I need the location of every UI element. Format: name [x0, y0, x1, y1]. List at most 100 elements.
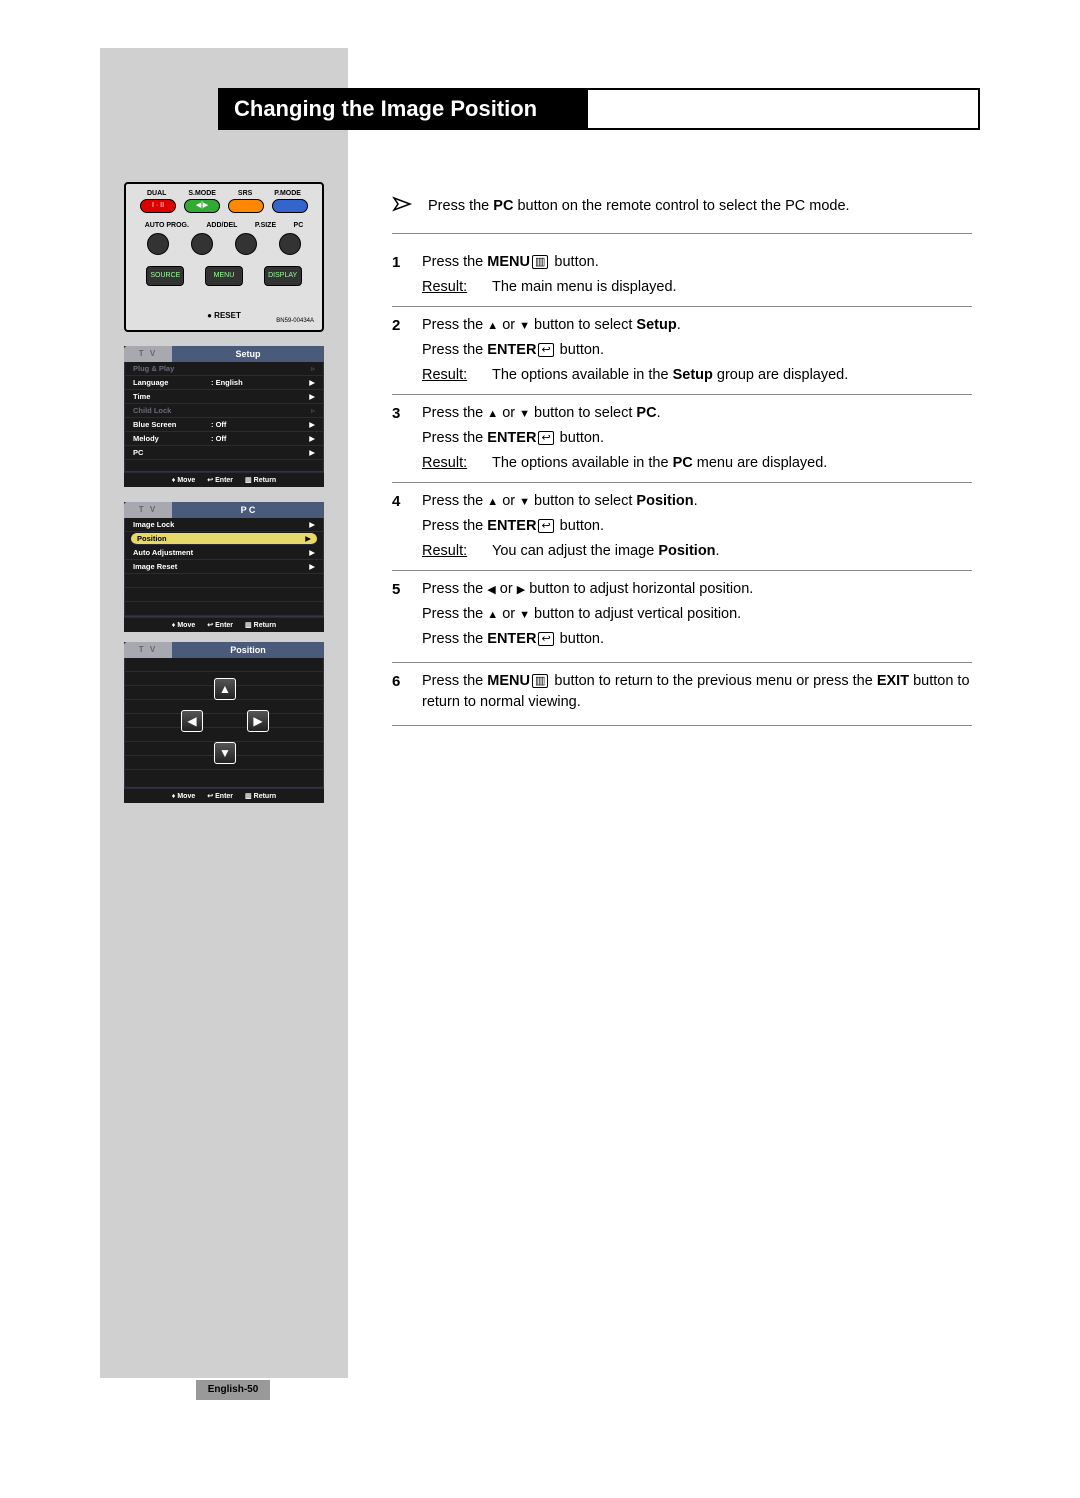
remote-button-adddel — [191, 233, 213, 255]
result-text: The options available in the PC menu are… — [492, 453, 972, 474]
step-number: 2 — [392, 315, 422, 337]
osd-row: Image Lock▶ — [125, 518, 323, 532]
remote-button-autoprog — [147, 233, 169, 255]
step-body: Press the MENU▥ button.Result:The main m… — [422, 252, 972, 298]
remote-label: S.MODE — [188, 190, 216, 197]
instruction-step: 2Press the ▲ or ▼ button to select Setup… — [392, 307, 972, 395]
remote-button-display: DISPLAY — [264, 266, 302, 286]
instruction-step: 4Press the ▲ or ▼ button to select Posit… — [392, 483, 972, 571]
step-line: Press the ENTER↩ button. — [422, 340, 972, 361]
step-line: Press the ENTER↩ button. — [422, 428, 972, 449]
osd-footer-move: ♦ Move — [172, 476, 195, 484]
osd-footer-return: ▥ Return — [245, 621, 276, 629]
remote-label: SRS — [238, 190, 252, 197]
step-body: Press the ▲ or ▼ button to select Setup.… — [422, 315, 972, 386]
result-line: Result:The options available in the PC m… — [422, 453, 972, 474]
step-body: Press the MENU▥ button to return to the … — [422, 671, 972, 717]
osd-row: Plug & Play▹ — [125, 362, 323, 376]
remote-button-pc — [279, 233, 301, 255]
result-text: The options available in the Setup group… — [492, 365, 972, 386]
remote-button-smode: ◀⸽▶ — [184, 199, 220, 213]
position-arrow-up-icon: ▲ — [214, 678, 236, 700]
osd-footer-enter: ↩ Enter — [207, 792, 233, 800]
position-arrow-right-icon: ▶ — [247, 710, 269, 732]
result-text: The main menu is displayed. — [492, 277, 972, 298]
step-number: 1 — [392, 252, 422, 274]
osd-row: PC▶ — [125, 446, 323, 460]
result-label: Result: — [422, 365, 492, 386]
osd-position-menu: T V Position ▲ ◀ ▶ ▼ ♦ Move ↩ Enter ▥ Re… — [124, 642, 324, 803]
instruction-step: 3Press the ▲ or ▼ button to select PC.Pr… — [392, 395, 972, 483]
position-arrow-down-icon: ▼ — [214, 742, 236, 764]
step-line: Press the ENTER↩ button. — [422, 516, 972, 537]
step-number: 4 — [392, 491, 422, 513]
step-line: Press the ▲ or ▼ button to select Setup. — [422, 315, 972, 336]
osd-title-setup: Setup — [172, 346, 324, 362]
osd-footer-move: ♦ Move — [172, 621, 195, 629]
osd-footer: ♦ Move ↩ Enter ▥ Return — [124, 788, 324, 803]
result-line: Result:You can adjust the image Position… — [422, 541, 972, 562]
osd-row: Image Reset▶ — [125, 560, 323, 574]
osd-footer: ♦ Move ↩ Enter ▥ Return — [124, 472, 324, 487]
step-number: 6 — [392, 671, 422, 693]
remote-label: P.SIZE — [255, 222, 276, 229]
osd-footer-return: ▥ Return — [245, 792, 276, 800]
remote-label: P.MODE — [274, 190, 301, 197]
manual-page: Changing the Image Position DUAL S.MODE … — [100, 48, 980, 1448]
result-line: Result:The main menu is displayed. — [422, 277, 972, 298]
osd-row: Position▶ — [131, 533, 317, 545]
step-line: Press the ▲ or ▼ button to adjust vertic… — [422, 604, 972, 625]
osd-footer-move: ♦ Move — [172, 792, 195, 800]
instruction-step: 6Press the MENU▥ button to return to the… — [392, 663, 972, 726]
osd-pc-menu: T V P C Image Lock▶Position▶Auto Adjustm… — [124, 502, 324, 632]
title-bar: Changing the Image Position — [218, 88, 980, 130]
step-line: Press the ▲ or ▼ button to select PC. — [422, 403, 972, 424]
remote-button-menu: MENU — [205, 266, 243, 286]
osd-title-pc: P C — [172, 502, 324, 518]
instructions: Press the PC button on the remote contro… — [392, 196, 972, 726]
osd-footer: ♦ Move ↩ Enter ▥ Return — [124, 617, 324, 632]
step-body: Press the ▲ or ▼ button to select PC. Pre… — [422, 403, 972, 474]
remote-label: PC — [294, 222, 304, 229]
remote-label: DUAL — [147, 190, 166, 197]
osd-row: Child Lock▹ — [125, 404, 323, 418]
remote-control-figure: DUAL S.MODE SRS P.MODE I · II ◀⸽▶ AUTO P… — [124, 182, 324, 332]
osd-setup-menu: T V Setup Plug & Play▹Language: English▶… — [124, 346, 324, 487]
osd-row: Auto Adjustment▶ — [125, 546, 323, 560]
osd-title-position: Position — [172, 642, 324, 658]
step-number: 3 — [392, 403, 422, 425]
osd-footer-enter: ↩ Enter — [207, 476, 233, 484]
osd-tab-tv: T V — [124, 502, 172, 518]
remote-label: ADD/DEL — [206, 222, 237, 229]
osd-tab-tv: T V — [124, 346, 172, 362]
result-label: Result: — [422, 541, 492, 562]
step-number: 5 — [392, 579, 422, 601]
step-body: Press the ▲ or ▼ button to select Positi… — [422, 491, 972, 562]
remote-button-dual: I · II — [140, 199, 176, 213]
osd-row: Melody: Off▶ — [125, 432, 323, 446]
result-label: Result: — [422, 453, 492, 474]
osd-row: Language: English▶ — [125, 376, 323, 390]
note-row: Press the PC button on the remote contro… — [392, 196, 972, 234]
remote-label: AUTO PROG. — [145, 222, 189, 229]
remote-button-psize — [235, 233, 257, 255]
note-icon — [392, 196, 416, 219]
page-title: Changing the Image Position — [234, 96, 537, 122]
remote-model-label: BN59-00434A — [276, 318, 314, 324]
osd-tab-tv: T V — [124, 642, 172, 658]
remote-button-srs — [228, 199, 264, 213]
osd-footer-return: ▥ Return — [245, 476, 276, 484]
step-line: Press the ▲ or ▼ button to select Positi… — [422, 491, 972, 512]
position-arrow-left-icon: ◀ — [181, 710, 203, 732]
remote-button-pmode — [272, 199, 308, 213]
instruction-step: 5Press the ◀ or ▶ button to adjust horiz… — [392, 571, 972, 663]
result-line: Result:The options available in the Setu… — [422, 365, 972, 386]
remote-button-source: SOURCE — [146, 266, 184, 286]
result-text: You can adjust the image Position. — [492, 541, 972, 562]
osd-row: Time▶ — [125, 390, 323, 404]
result-label: Result: — [422, 277, 492, 298]
note-text: Press the PC button on the remote contro… — [428, 196, 850, 217]
step-line: Press the ENTER↩ button. — [422, 629, 972, 650]
osd-footer-enter: ↩ Enter — [207, 621, 233, 629]
step-line: Press the MENU▥ button to return to the … — [422, 671, 972, 713]
